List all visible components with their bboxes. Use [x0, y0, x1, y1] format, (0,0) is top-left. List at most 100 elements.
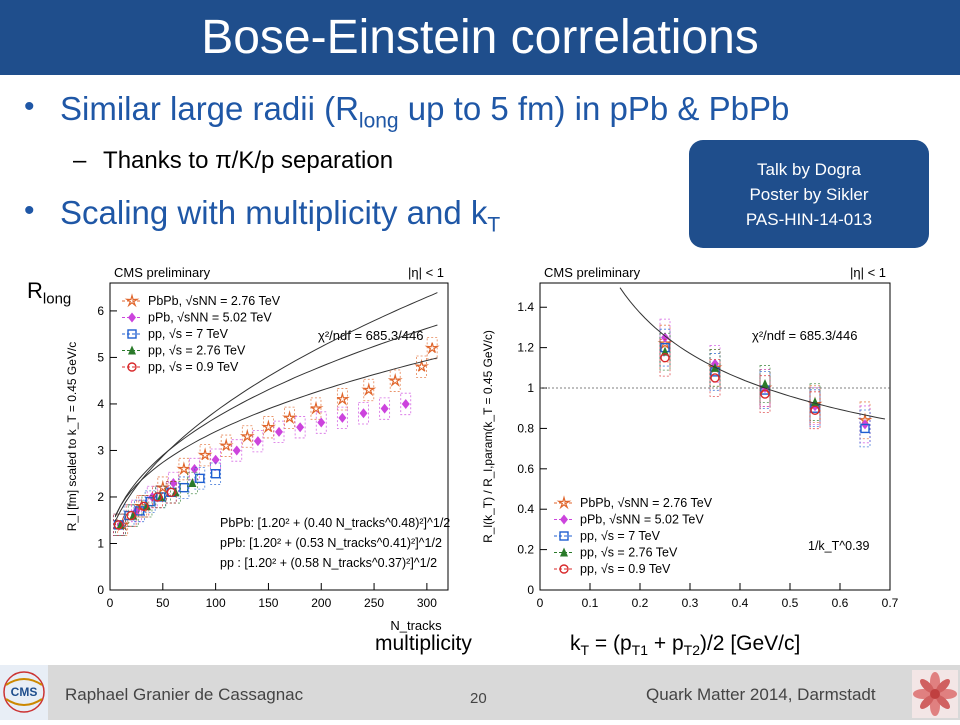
- bullet-dot-1: •: [24, 90, 35, 123]
- legend-entry: pp, √s = 0.9 TeV: [148, 360, 239, 374]
- footer-bar: [0, 665, 960, 720]
- y-axis-title: R_l [fm] scaled to k_T = 0.45 GeV/c: [65, 342, 79, 532]
- bullet-multiplicity-radii: Similar large radii (Rlong up to 5 fm) i…: [60, 90, 789, 134]
- systematic-error-box: [389, 369, 401, 392]
- x-tick-label: 0.6: [832, 596, 849, 610]
- systematic-error-box: [178, 457, 190, 481]
- data-point: [261, 419, 276, 434]
- data-point: [145, 496, 155, 507]
- data-point: [156, 491, 165, 501]
- data-point: [166, 487, 176, 498]
- x-tick-label: 0.7: [882, 596, 899, 610]
- cms-preliminary-label: CMS preliminary: [544, 265, 641, 280]
- data-point: [239, 428, 255, 443]
- y-tick-label: 0.4: [517, 502, 534, 516]
- data-point: [380, 403, 389, 414]
- rlong-letter: R: [27, 278, 43, 303]
- rlong-overlay-label: Rlong: [27, 278, 71, 307]
- systematic-error-box: [363, 378, 375, 402]
- x-tick-label: 0.3: [682, 596, 699, 610]
- systematic-error-box: [134, 499, 145, 523]
- fit-formula: PbPb: [1.20² + (0.40 N_tracks^0.48)²]^1/…: [220, 516, 450, 530]
- data-point: [282, 410, 297, 425]
- callout-poster: Poster by Sikler: [749, 184, 869, 204]
- systematic-error-box: [294, 416, 306, 439]
- x-tick-label: 0: [107, 596, 114, 610]
- data-point: [336, 391, 350, 406]
- legend-entry: pp, √s = 2.76 TeV: [148, 344, 246, 358]
- data-point: [211, 454, 220, 465]
- data-point: [197, 447, 213, 461]
- sub-bullet-text: Thanks to π/K/p separation: [103, 147, 394, 174]
- rlong-ratio-vs-kt-plot: 0 0.1 0.2 0.3 0.4 0.5 0.6 0.7 0 0.2 0.4 0.6 0.8 1 1.2 1…: [481, 265, 899, 610]
- data-point: [195, 473, 205, 484]
- legend-marker: [124, 293, 140, 308]
- x-tick-label: 300: [417, 596, 437, 610]
- systematic-error-box: [125, 504, 137, 527]
- chi2-label: χ²/ndf = 685.3/446: [752, 328, 858, 343]
- systematic-error-box: [315, 411, 327, 434]
- systematic-error-box: [310, 397, 322, 420]
- bullet1-sub: long: [358, 109, 399, 133]
- systematic-error-box: [809, 389, 821, 428]
- x-tick-label: 150: [258, 596, 278, 610]
- systematic-error-box: [231, 439, 243, 462]
- data-point: [275, 426, 283, 437]
- data-point: [361, 382, 377, 397]
- fit-curve: [619, 287, 886, 420]
- systematic-error-box: [659, 318, 671, 357]
- kt-k: k: [570, 632, 581, 655]
- flower-logo-icon: [912, 670, 958, 718]
- y-tick-label: 0: [527, 583, 534, 597]
- data-point: [424, 342, 440, 355]
- y-tick-label: 0.6: [517, 462, 534, 476]
- y-tick-label: 4: [97, 397, 104, 411]
- fit-label: 1/k_T^0.39: [808, 539, 870, 553]
- systematic-error-box: [194, 467, 206, 490]
- x-tick-label: 100: [206, 596, 226, 610]
- y-tick-label: 0: [97, 583, 104, 597]
- references-callout: Talk by Dogra Poster by Sikler PAS-HIN-1…: [689, 140, 929, 248]
- systematic-error-box: [336, 388, 348, 411]
- systematic-error-box: [284, 406, 295, 430]
- x-tick-label: 200: [311, 596, 331, 610]
- data-point: [414, 358, 430, 372]
- systematic-error-box: [189, 457, 200, 481]
- cms-preliminary-label: CMS preliminary: [114, 265, 211, 280]
- legend-entry: PbPb, √sNN = 2.76 TeV: [580, 496, 713, 510]
- y-tick-label: 0.2: [517, 543, 534, 557]
- data-point: [179, 482, 189, 493]
- eta-range-label: |η| < 1: [408, 265, 444, 280]
- data-point: [152, 492, 163, 502]
- x-tick-label: 0.4: [732, 596, 749, 610]
- title-bar: [0, 0, 960, 75]
- bullet2-sub: T: [487, 213, 501, 237]
- data-point: [710, 373, 720, 383]
- systematic-error-box: [210, 462, 222, 485]
- bullet1-text-post: up to 5 fm) in pPb & PbPb: [398, 90, 790, 127]
- data-point: [126, 510, 136, 521]
- data-point: [210, 469, 221, 479]
- y-tick-label: 1.4: [517, 300, 534, 314]
- systematic-error-box: [252, 430, 264, 453]
- y-tick-label: 6: [97, 304, 104, 318]
- kt-sub: T: [580, 642, 590, 659]
- y-tick-label: 3: [97, 443, 104, 457]
- rlong-vs-multiplicity-plot: 0 50 100 150 200 250 300 0 1 2 3 4 5 6 CMS preliminary…: [65, 265, 450, 633]
- data-point: [176, 461, 190, 476]
- data-point: [142, 501, 151, 511]
- kt-rest: )/2 [GeV/c]: [699, 632, 801, 655]
- callout-talk: Talk by Dogra: [757, 159, 861, 179]
- data-point: [860, 423, 870, 434]
- systematic-error-box: [241, 425, 253, 448]
- fit-curve: [114, 324, 438, 517]
- y-tick-label: 2: [97, 490, 104, 504]
- y-axis-title: R_l(k_T) / R_l,param(k_T = 0.45 GeV/c): [481, 330, 495, 543]
- fit-formula: pp : [1.20² + (0.58 N_tracks^0.37)²]^1/2: [220, 556, 437, 570]
- legend-entry: pp, √s = 2.76 TeV: [580, 546, 678, 560]
- data-point: [359, 408, 368, 419]
- bullet2-text-pre: Scaling with multiplicity and k: [60, 194, 488, 231]
- systematic-error-box: [199, 443, 211, 467]
- systematic-error-box: [152, 485, 163, 509]
- systematic-error-box: [144, 490, 156, 513]
